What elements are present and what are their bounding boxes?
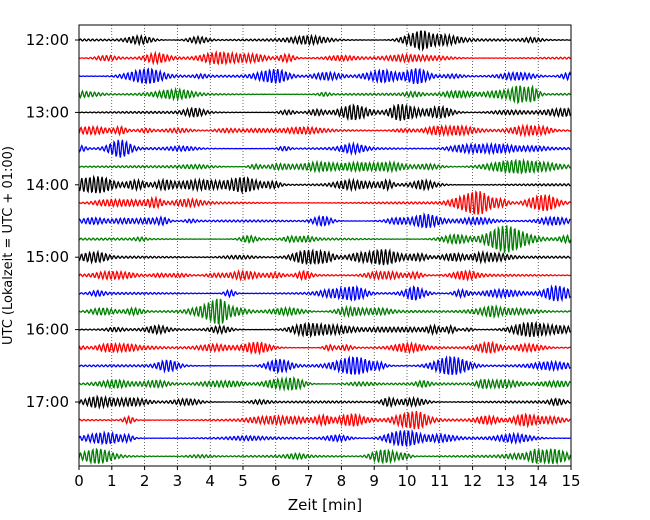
trace-line [78, 225, 572, 253]
x-axis-label: Zeit [min] [288, 496, 362, 514]
x-tick-label: 7 [304, 472, 314, 490]
trace-line [78, 139, 571, 158]
x-tick-label: 4 [205, 472, 215, 490]
x-tick-label: 14 [529, 472, 548, 490]
y-tick-label: 15:00 [26, 248, 69, 266]
y-axis: 12:00 13:00 14:00 15:00 16:00 17:00 [26, 31, 79, 411]
trace-line [78, 428, 571, 448]
trace-line [78, 375, 571, 392]
x-tick-label: 15 [561, 472, 580, 490]
x-tick-label: 3 [173, 472, 183, 490]
x-tick-label: 12 [463, 472, 482, 490]
axes-box [78, 24, 572, 467]
trace-line [78, 284, 571, 303]
trace-line [78, 340, 571, 356]
trace-line [78, 355, 571, 376]
y-axis-label: UTC (Lokalzeit = UTC + 01:00) [1, 146, 16, 345]
trace-line [78, 103, 572, 122]
plot-frame [78, 24, 572, 467]
x-axis: 0 1 2 3 4 5 6 7 8 9 10 11 12 13 14 15 [74, 466, 581, 490]
x-tick-label: 2 [140, 472, 150, 490]
x-tick-label: 0 [74, 472, 84, 490]
y-tick-label: 14:00 [26, 176, 69, 194]
x-tick-label: 5 [238, 472, 248, 490]
x-tick-label: 8 [337, 472, 347, 490]
trace-line [78, 268, 571, 282]
trace-line [78, 49, 571, 66]
seismic-traces [78, 30, 572, 466]
trace-line [78, 211, 571, 229]
trace-line [78, 157, 571, 175]
trace-line [78, 174, 571, 195]
trace-line [78, 248, 571, 266]
trace-line [78, 67, 572, 85]
trace-line [78, 30, 571, 52]
x-tick-label: 6 [271, 472, 281, 490]
x-tick-label: 10 [397, 472, 416, 490]
x-tick-label: 1 [107, 472, 117, 490]
x-tick-label: 9 [369, 472, 379, 490]
y-tick-label: 13:00 [26, 103, 69, 121]
x-tick-label: 13 [496, 472, 515, 490]
trace-line [78, 123, 571, 138]
trace-line [78, 298, 571, 325]
trace-line [78, 320, 571, 339]
trace-line [78, 394, 571, 410]
trace-line [78, 189, 571, 215]
trace-line [78, 447, 572, 466]
y-tick-label: 17:00 [26, 393, 69, 411]
x-tick-label: 11 [430, 472, 449, 490]
trace-line [78, 410, 571, 430]
y-tick-label: 12:00 [26, 31, 69, 49]
y-tick-label: 16:00 [26, 321, 69, 339]
trace-line [78, 84, 571, 105]
